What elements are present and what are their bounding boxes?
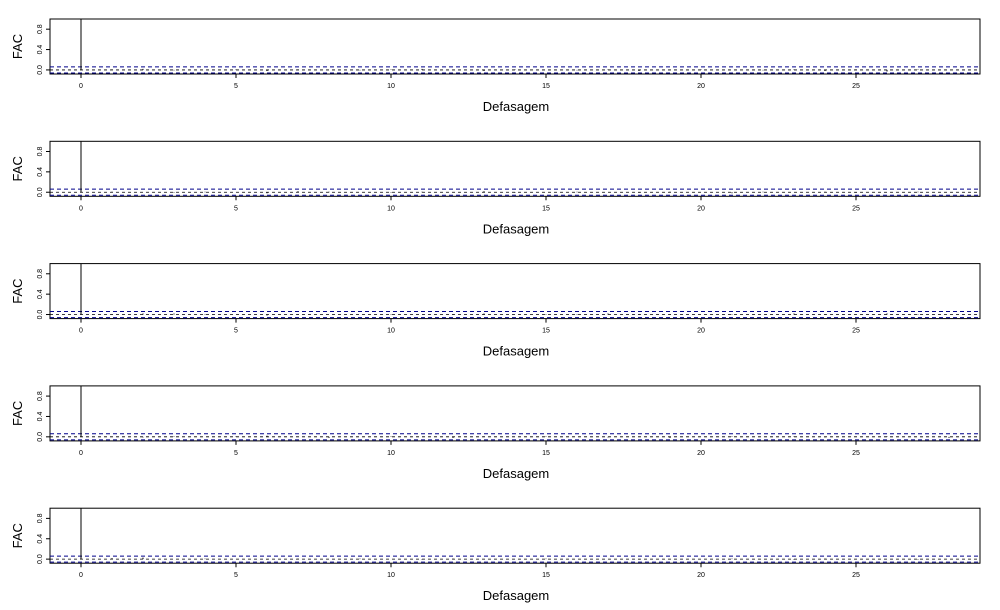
acf-panel-5-y-tick-label: 0.4 <box>37 534 44 544</box>
acf-panel-1-y-tick-label: 0.4 <box>37 45 44 55</box>
acf-panel-1-x-tick-label: 10 <box>387 83 395 90</box>
acf-panel-2-y-tick-label: 0.4 <box>37 167 44 177</box>
acf-panel-4-frame <box>49 385 981 442</box>
acf-panel-1-x-axis-title: Defasagem <box>483 99 549 114</box>
acf-panel-3-x-tick-label: 25 <box>852 328 860 335</box>
acf-panel-5-x-tick-label: 10 <box>387 572 395 579</box>
acf-panel-4-y-axis-title: FAC <box>10 401 25 426</box>
acf-panel-4-y-tick-label: 0.8 <box>37 391 44 401</box>
acf-panel-1-x-tick-label: 0 <box>79 83 83 90</box>
acf-panel-2-x-tick-label: 0 <box>79 205 83 212</box>
acf-panel-3-x-tick-label: 5 <box>234 328 238 335</box>
acf-panel-5-x-tick-label: 0 <box>79 572 83 579</box>
acf-panel-2-x-tick-label: 15 <box>542 205 550 212</box>
acf-panel-2-x-axis-title: Defasagem <box>483 221 549 236</box>
acf-panel-1-frame <box>49 18 981 75</box>
acf-panel-5-x-tick-label: 20 <box>697 572 705 579</box>
acf-panel-5-y-axis-title: FAC <box>10 523 25 548</box>
acf-panel-4-x-tick-label: 20 <box>697 450 705 457</box>
acf-panel-5-y-tick-label: 0.0 <box>37 554 44 564</box>
acf-panel-4-x-tick-label: 25 <box>852 450 860 457</box>
acf-panel-5-y-tick-label: 0.8 <box>37 513 44 523</box>
acf-panel-5-frame <box>49 507 981 564</box>
acf-panel-3-y-tick-label: 0.4 <box>37 289 44 299</box>
acf-panel-4-x-tick-label: 0 <box>79 450 83 457</box>
acf-panel-3-x-tick-label: 10 <box>387 328 395 335</box>
acf-panel-1-x-tick-label: 15 <box>542 83 550 90</box>
acf-panel-3-x-axis-title: Defasagem <box>483 344 549 359</box>
acf-panel-3-x-tick-label: 15 <box>542 328 550 335</box>
acf-panel-2-y-axis-title: FAC <box>10 156 25 181</box>
acf-panel-2-x-tick-label: 25 <box>852 205 860 212</box>
acf-panel-4-x-tick-label: 15 <box>542 450 550 457</box>
acf-panel-2-y-tick-label: 0.8 <box>37 147 44 157</box>
acf-panel-2-frame <box>49 140 981 197</box>
acf-panel-4-y-tick-label: 0.4 <box>37 411 44 421</box>
acf-panel-1-x-tick-label: 5 <box>234 83 238 90</box>
acf-panel-5-x-tick-label: 25 <box>852 572 860 579</box>
acf-panel-5-x-tick-label: 15 <box>542 572 550 579</box>
acf-panel-4-x-axis-title: Defasagem <box>483 466 549 481</box>
acf-panel-1-y-tick-label: 0.8 <box>37 24 44 34</box>
acf-panel-3-y-tick-label: 0.0 <box>37 310 44 320</box>
acf-panel-1-y-axis-title: FAC <box>10 34 25 59</box>
acf-panel-2-x-tick-label: 10 <box>387 205 395 212</box>
acf-panel-5-x-axis-title: Defasagem <box>483 588 549 603</box>
acf-panel-1-x-tick-label: 20 <box>697 83 705 90</box>
acf-panel-3-x-tick-label: 20 <box>697 328 705 335</box>
acf-panel-4-y-tick-label: 0.0 <box>37 432 44 442</box>
acf-panel-3-frame <box>49 263 981 320</box>
acf-panel-3-x-tick-label: 0 <box>79 328 83 335</box>
acf-panel-2-x-tick-label: 5 <box>234 205 238 212</box>
acf-panel-4-x-tick-label: 5 <box>234 450 238 457</box>
acf-panel-2-y-tick-label: 0.0 <box>37 187 44 197</box>
acf-panel-3-y-tick-label: 0.8 <box>37 269 44 279</box>
acf-panel-1-x-tick-label: 25 <box>852 83 860 90</box>
acf-panel-2-x-tick-label: 20 <box>697 205 705 212</box>
acf-panel-1-y-tick-label: 0.0 <box>37 65 44 75</box>
acf-panel-5-x-tick-label: 5 <box>234 572 238 579</box>
acf-panel-4-x-tick-label: 10 <box>387 450 395 457</box>
acf-panel-3-y-axis-title: FAC <box>10 278 25 303</box>
